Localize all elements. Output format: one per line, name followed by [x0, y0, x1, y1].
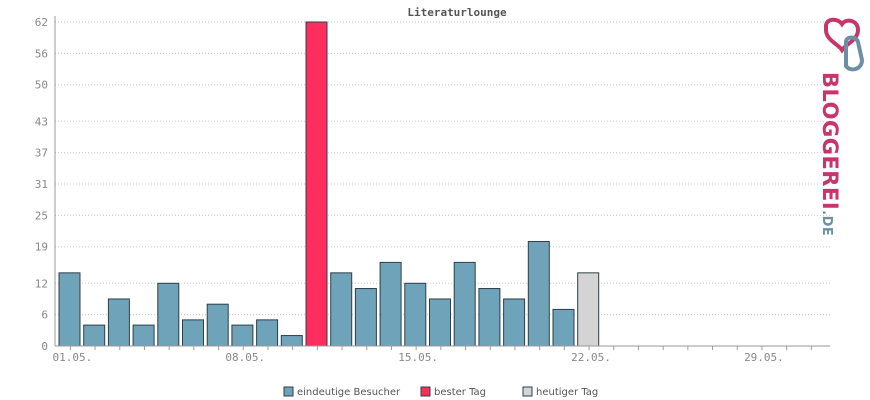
bars: [58, 21, 600, 347]
chart-title: Literaturlounge: [407, 6, 507, 19]
x-tick-label: 08.05.: [225, 351, 265, 364]
axes: 0 6 12 19 25 31 37 43 50 56 62 01.05. 08.05. 15.05. 22…: [35, 16, 830, 364]
bar: [503, 298, 526, 347]
bar: [58, 272, 81, 347]
logo-wordmark: BLOGGEREI.DE: [818, 72, 842, 236]
bar: [256, 319, 279, 347]
bar: [231, 324, 254, 347]
bar: [527, 240, 550, 347]
logo-icon: [824, 17, 865, 72]
legend-swatch: [420, 386, 431, 397]
y-tick-label: 31: [35, 178, 48, 191]
bar: [330, 272, 353, 347]
bar: [429, 298, 451, 347]
y-tick-label: 0: [41, 340, 48, 353]
y-tick-label: 19: [35, 241, 48, 254]
bar: [280, 335, 303, 347]
y-tick-label: 6: [41, 309, 48, 322]
y-tick-label: 43: [35, 115, 48, 128]
y-tick-label: 56: [35, 47, 48, 60]
bar: [379, 261, 402, 347]
bar: [354, 288, 377, 347]
legend-label: heutiger Tag: [536, 387, 598, 398]
x-tick-label: 01.05.: [52, 351, 92, 364]
bar: [132, 324, 155, 347]
y-tick-label: 25: [35, 209, 48, 222]
bloggerei-logo: BLOGGEREI.DE: [818, 17, 865, 236]
legend-label: eindeutige Besucher: [297, 387, 401, 398]
legend-swatch: [283, 386, 294, 397]
legend: eindeutige Besucher bester Tag heutiger Ta…: [283, 386, 598, 398]
x-tick-label: 22.05.: [571, 351, 611, 364]
legend-swatch: [522, 386, 533, 397]
bar: [157, 282, 180, 347]
bar: [206, 303, 229, 347]
bar: [478, 288, 501, 347]
y-tick-label: 12: [35, 277, 48, 290]
bar: [577, 272, 600, 347]
bar: [182, 319, 204, 347]
x-tick-label: 15.05.: [398, 351, 438, 364]
legend-label: bester Tag: [434, 387, 486, 398]
bar: [83, 324, 106, 347]
bar: [305, 21, 328, 347]
bar: [107, 298, 130, 347]
y-tick-label: 62: [35, 16, 48, 29]
grid-lines: [55, 21, 830, 316]
bar: [453, 261, 476, 347]
bar: [552, 308, 575, 347]
x-tick-label: 29.05.: [744, 351, 784, 364]
y-tick-label: 50: [35, 79, 48, 92]
bar: [404, 282, 427, 347]
y-tick-label: 37: [35, 147, 48, 160]
